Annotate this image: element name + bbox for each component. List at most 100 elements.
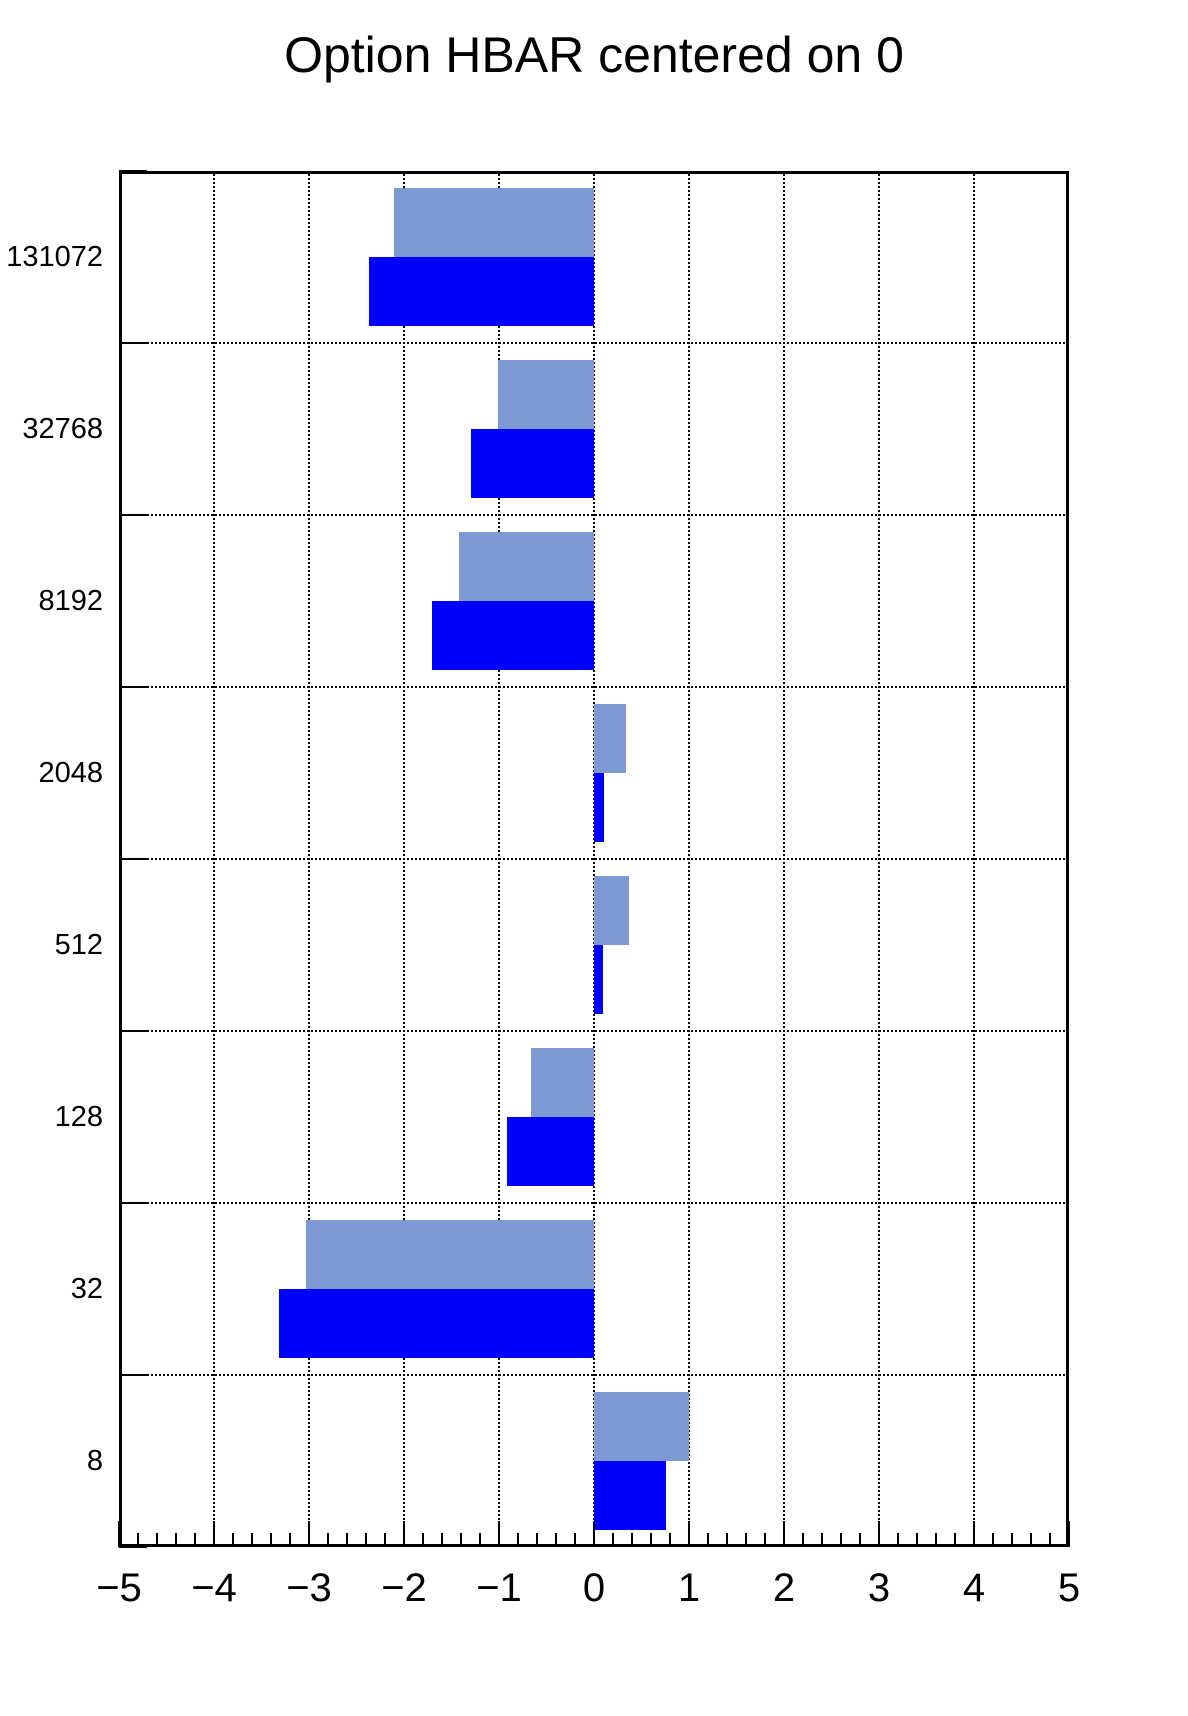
x-axis-minor-tick: [1049, 1533, 1051, 1547]
x-axis-minor-tick: [327, 1533, 329, 1547]
x-tick-label-0: 0: [582, 1566, 606, 1610]
x-tick-label-5: 5: [1057, 1566, 1081, 1610]
x-axis-minor-tick: [137, 1533, 139, 1547]
x-axis-major-tick: [118, 1521, 120, 1547]
x-axis-minor-tick: [289, 1533, 291, 1547]
bar-blue-bars-32768: [470, 429, 594, 498]
bar-light-blue-bars-131072: [393, 188, 594, 257]
bar-blue-bars-8: [594, 1461, 667, 1530]
y-axis-tick-bin3: [119, 686, 147, 688]
y-axis-tick-bin0: [119, 170, 147, 172]
y-axis-tick-bin6: [119, 1202, 147, 1204]
x-axis-minor-tick: [707, 1533, 709, 1547]
x-tick-label-1: 1: [677, 1566, 701, 1610]
y-axis-tick-bin4: [119, 858, 147, 860]
x-axis-major-tick: [1068, 1521, 1070, 1547]
bar-blue-bars-131072: [368, 257, 594, 326]
x-axis-minor-tick: [460, 1533, 462, 1547]
x-axis-minor-tick: [650, 1533, 652, 1547]
bar-light-blue-bars-8: [594, 1392, 689, 1461]
x-axis-minor-tick: [479, 1533, 481, 1547]
bar-blue-bars-32: [278, 1289, 594, 1358]
x-axis-minor-tick: [1011, 1533, 1013, 1547]
x-axis-major-tick: [688, 1521, 690, 1547]
x-axis-minor-tick: [764, 1533, 766, 1547]
y-bin-label-512: 512: [54, 929, 103, 961]
gridline-horizontal-bin1: [119, 342, 1069, 344]
x-tick-label-−5: −5: [96, 1566, 142, 1610]
x-axis-minor-tick: [574, 1533, 576, 1547]
x-axis-minor-tick: [1030, 1533, 1032, 1547]
bar-light-blue-bars-32768: [498, 360, 594, 429]
x-axis-major-tick: [593, 1521, 595, 1547]
y-axis-tick-bin2: [119, 514, 147, 516]
x-tick-label-−4: −4: [191, 1566, 237, 1610]
x-axis-major-tick: [783, 1521, 785, 1547]
x-axis-minor-tick: [422, 1533, 424, 1547]
x-tick-label-−3: −3: [286, 1566, 332, 1610]
x-axis-minor-tick: [517, 1533, 519, 1547]
x-axis-minor-tick: [669, 1533, 671, 1547]
bar-light-blue-bars-512: [594, 876, 630, 945]
y-axis-tick-bin7: [119, 1374, 147, 1376]
x-axis-minor-tick: [251, 1533, 253, 1547]
x-axis-minor-tick: [954, 1533, 956, 1547]
x-axis-minor-tick: [194, 1533, 196, 1547]
x-axis-minor-tick: [365, 1533, 367, 1547]
x-axis-minor-tick: [916, 1533, 918, 1547]
x-axis-minor-tick: [897, 1533, 899, 1547]
x-tick-label-−2: −2: [381, 1566, 427, 1610]
plot-frame: [118, 170, 1070, 1548]
bar-light-blue-bars-128: [531, 1048, 594, 1117]
chart-title: Option HBAR centered on 0: [284, 27, 904, 83]
x-axis-minor-tick: [536, 1533, 538, 1547]
bar-blue-bars-2048: [594, 773, 604, 842]
x-axis-minor-tick: [555, 1533, 557, 1547]
gridline-horizontal-bin3: [119, 686, 1069, 688]
y-bin-label-2048: 2048: [38, 757, 103, 789]
x-tick-label-−1: −1: [476, 1566, 522, 1610]
bar-blue-bars-512: [594, 945, 603, 1014]
x-axis-minor-tick: [745, 1533, 747, 1547]
x-axis-minor-tick: [726, 1533, 728, 1547]
x-axis-minor-tick: [840, 1533, 842, 1547]
gridline-horizontal-bin7: [119, 1374, 1069, 1376]
x-axis-minor-tick: [992, 1533, 994, 1547]
y-axis-tick-bin1: [119, 342, 147, 344]
x-tick-label-3: 3: [867, 1566, 891, 1610]
y-axis-tick-bin8: [119, 1546, 147, 1548]
gridline-horizontal-bin2: [119, 514, 1069, 516]
y-axis-tick-bin5: [119, 1030, 147, 1032]
bar-blue-bars-8192: [431, 601, 594, 670]
x-axis-minor-tick: [821, 1533, 823, 1547]
y-bin-label-8192: 8192: [38, 585, 103, 617]
x-axis-minor-tick: [384, 1533, 386, 1547]
x-axis-minor-tick: [270, 1533, 272, 1547]
y-bin-label-32768: 32768: [22, 413, 103, 445]
bar-light-blue-bars-2048: [594, 704, 627, 773]
y-bin-label-131072: 131072: [6, 241, 103, 273]
x-axis-minor-tick: [612, 1533, 614, 1547]
x-axis-major-tick: [498, 1521, 500, 1547]
y-bin-label-32: 32: [70, 1273, 103, 1305]
y-bin-label-8: 8: [86, 1445, 103, 1477]
x-tick-label-4: 4: [962, 1566, 986, 1610]
x-axis-minor-tick: [935, 1533, 937, 1547]
gridline-horizontal-bin6: [119, 1202, 1069, 1204]
gridline-horizontal-bin4: [119, 858, 1069, 860]
x-axis-minor-tick: [156, 1533, 158, 1547]
x-axis-minor-tick: [232, 1533, 234, 1547]
x-axis-major-tick: [308, 1521, 310, 1547]
x-axis-major-tick: [403, 1521, 405, 1547]
bar-light-blue-bars-8192: [459, 532, 594, 601]
x-axis-minor-tick: [346, 1533, 348, 1547]
x-tick-label-2: 2: [772, 1566, 796, 1610]
bar-blue-bars-128: [506, 1117, 594, 1186]
x-axis-minor-tick: [631, 1533, 633, 1547]
y-bin-label-128: 128: [54, 1101, 103, 1133]
bar-light-blue-bars-32: [306, 1220, 594, 1289]
x-axis-minor-tick: [859, 1533, 861, 1547]
x-axis-major-tick: [213, 1521, 215, 1547]
gridline-horizontal-bin5: [119, 1030, 1069, 1032]
